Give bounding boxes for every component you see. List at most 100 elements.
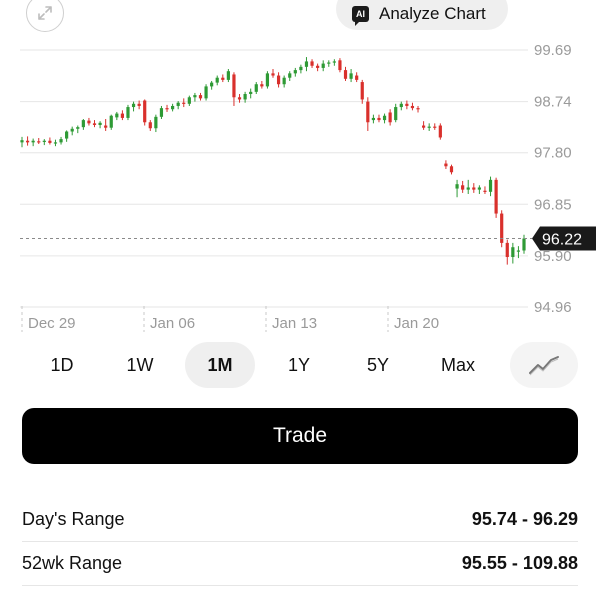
range-button-1y[interactable]: 1Y [287,354,311,375]
candle [271,69,275,78]
candle [254,82,258,95]
candle [288,71,292,81]
candle [321,60,325,72]
candle [433,123,437,130]
candle [466,179,470,194]
candle [388,109,392,126]
candle [120,110,124,121]
candle [505,239,509,265]
candle [243,91,247,103]
candle [511,242,515,264]
candle [193,92,197,102]
candle [449,164,454,175]
candle [394,103,398,123]
stat-label: Day's Range [22,509,125,529]
candle [237,94,242,103]
candle [137,100,141,110]
candle [355,72,359,83]
y-tick-label: 95.90 [534,248,572,265]
range-button-5y[interactable]: 5Y [366,354,390,375]
stat-row-days-range: Day's Range 95.74 - 96.29 [22,498,578,542]
candle [76,125,80,134]
expand-arrows-icon [38,6,52,20]
candle [59,136,63,145]
candle [221,74,225,83]
candle [427,123,431,131]
current-price-tag [532,226,596,251]
candle [249,88,253,99]
candle [148,120,152,131]
candle [461,180,465,193]
candle [104,119,108,131]
stat-value: 95.74 - 96.29 [471,509,578,529]
stat-value: 95.55 - 109.88 [461,553,578,573]
x-tick-label: Jan 20 [394,315,439,332]
y-tick-label: 97.80 [534,145,572,162]
candle [438,123,442,140]
candle [154,114,158,133]
candle [310,59,314,68]
candle [316,63,320,72]
chart-grid [20,49,528,332]
candle [366,97,370,131]
candle [65,130,69,142]
stat-label: 52wk Range [22,553,123,573]
trade-button[interactable]: Trade [22,408,578,464]
candle [488,176,493,197]
candle [377,114,381,123]
candle [304,57,309,72]
y-tick-label: 98.74 [534,94,572,111]
analyze-chart-label: Analyze Chart [379,4,486,23]
candle [500,210,504,248]
candle [204,84,208,101]
stat-row-52wk-range: 52wk Range 95.55 - 109.88 [22,542,578,586]
candles [20,57,526,265]
candle [371,114,375,124]
candle [70,126,74,136]
x-tick-label: Jan 13 [272,315,317,332]
candle [48,137,52,145]
candle [182,98,186,108]
candle [265,71,270,89]
candle [187,95,191,106]
candle [299,64,303,74]
candle [327,60,331,67]
candle [260,80,264,89]
candle [210,80,214,90]
current-price-label: 96.22 [542,232,582,249]
candle [53,139,58,147]
analyze-chart-button[interactable]: AI Analyze Chart [336,0,508,30]
candle [171,103,175,112]
candle [416,105,420,113]
candle [159,105,164,120]
y-tick-label: 99.69 [534,42,572,59]
candle [126,104,130,121]
range-button-1d[interactable]: 1D [50,354,74,375]
ai-icon: AI [352,6,369,26]
range-selector: 1D 1W 1M 1Y 5Y Max [0,342,600,388]
candle [276,72,281,88]
candle [115,111,119,121]
candle [109,114,113,130]
candle [405,100,409,110]
candle [143,99,147,126]
range-button-1w[interactable]: 1W [126,354,154,375]
range-button-max[interactable]: Max [440,354,475,375]
candle [349,69,353,83]
range-button-1m[interactable]: 1M [185,342,255,388]
candle [516,246,521,259]
candle [522,234,526,254]
expand-button[interactable] [26,0,64,32]
candle [399,101,403,111]
candle [131,101,136,112]
candle [232,72,236,106]
trade-label: Trade [272,424,328,447]
candle [410,102,415,111]
chart-style-toggle[interactable] [510,342,578,388]
price-chart[interactable]: 99.69 98.74 97.80 96.85 95.90 94.96 Dec 29 Jan… [0,0,600,340]
y-axis-labels: 99.69 98.74 97.80 96.85 95.90 94.96 [534,42,572,316]
y-tick-label: 94.96 [534,299,572,316]
candle [31,138,35,147]
candle [92,120,97,128]
candle [293,67,297,77]
